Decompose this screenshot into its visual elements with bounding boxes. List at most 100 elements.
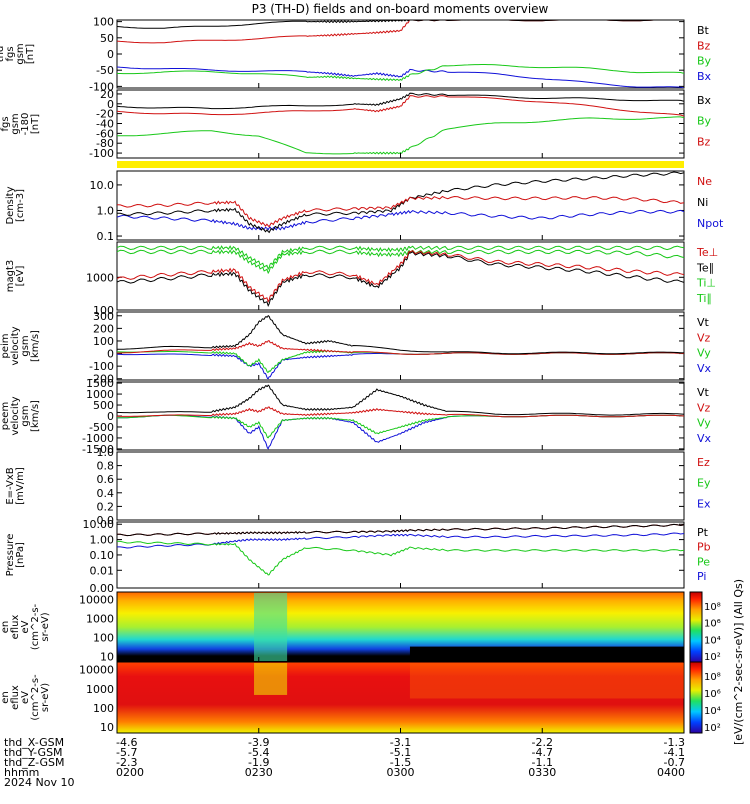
panel-temperature: 1000 100 magt3 [eV] Te⊥ Te∥ Ti⊥ Ti∥ xyxy=(5,241,718,317)
y-axis-label-line: eflux xyxy=(10,685,21,710)
y-tick-label: 0.4 xyxy=(97,487,115,500)
y-axis-label-line: eV xyxy=(20,620,31,633)
y-tick-label: -100 xyxy=(89,80,114,93)
y-axis-label-line: thd xyxy=(0,116,1,133)
y-axis-label-line: [cm-3] xyxy=(15,189,26,222)
series-line-pressure-Pt xyxy=(117,523,684,537)
y-tick-label: -80 xyxy=(96,137,114,150)
series-line-temperature-Te∥ xyxy=(117,251,684,308)
x-tick-label-X: -4.6 xyxy=(116,736,137,749)
y-tick-label: 0.10 xyxy=(90,549,115,562)
y-axis-label: E=-VxB [mV/m] xyxy=(5,467,26,505)
series-group-peem-velocity xyxy=(117,384,684,450)
y-tick-label: -1500 xyxy=(82,443,114,456)
y-axis-label-line: en xyxy=(0,691,11,704)
y-axis-label: Pressure [nPa] xyxy=(5,534,26,577)
panel-frame xyxy=(116,170,685,241)
panel-efield: 1.00.80.60.40.20.0 E=-VxB [mV/m] Ez Ey Ex xyxy=(5,446,711,527)
y-axis-label: magt3 [eV] xyxy=(5,260,26,293)
series-group-pressure xyxy=(117,523,684,576)
y-tick-label: 10000 xyxy=(79,594,114,607)
spectrogram-event-band xyxy=(254,663,288,695)
y-axis-label-line: [nPa] xyxy=(15,542,26,568)
y-axis-label-line: thd xyxy=(0,46,6,63)
y-axis-label-line: gsm xyxy=(20,335,31,356)
spectrogram-event-band xyxy=(254,593,288,661)
y-tick-label: -60 xyxy=(96,127,114,140)
spectrogram-peir xyxy=(117,592,684,662)
series-group-fgs xyxy=(117,20,684,88)
series-line-peem-velocity-Vx xyxy=(117,414,684,450)
panel-fgs: 100 50 0 -50 -100 thd fgs gsm [nT] Bt Bz By Bx xyxy=(0,16,712,94)
y-axis-label-line: -180 xyxy=(20,113,31,136)
x-tick-label-hhmm: 0200 xyxy=(116,766,144,779)
y-axis-label: thdpeirenefluxeV(cm^2-s-sr-eV) xyxy=(0,603,51,650)
x-tick-label-hhmm: 0300 xyxy=(387,766,415,779)
series-line-pressure-Pe xyxy=(117,540,684,576)
legend-pressure-Pt: Pt xyxy=(697,526,709,539)
y-tick-label: 1000 xyxy=(86,388,114,401)
y-tick-label: 0 xyxy=(107,410,114,423)
legend-fgs-shift-Bz: Bz xyxy=(697,135,711,148)
series-line-fgs-shift-By xyxy=(117,116,684,155)
legend-fgs-Bz: Bz xyxy=(697,39,711,52)
x-tick-label-Z: -0.7 xyxy=(664,756,685,769)
legend-temperature-Te∥: Te∥ xyxy=(696,261,714,274)
colorbar-strip xyxy=(689,661,703,734)
y-axis-label-line: [km/s] xyxy=(30,400,41,432)
y-axis-label-line: eV xyxy=(20,691,31,704)
y-axis-label-line: en xyxy=(0,621,11,634)
y-tick-label: 0 xyxy=(107,98,114,111)
series-line-peim-velocity-Vt xyxy=(117,314,684,355)
yellow-status-bar xyxy=(117,161,684,168)
series-line-density-Npot xyxy=(117,209,684,231)
legend-pressure-Pe: Pe xyxy=(697,555,710,568)
y-tick-label: -1000 xyxy=(82,432,114,445)
x-tick-label-Z: -1.9 xyxy=(248,756,269,769)
legend-peim-velocity-Vy: Vy xyxy=(697,347,711,360)
y-tick-label: 100 xyxy=(93,304,114,317)
legend-peim-velocity-Vx: Vx xyxy=(697,362,712,375)
x-tick-label-Z: -1.1 xyxy=(532,756,553,769)
series-line-temperature-Ti⊥ xyxy=(117,245,684,271)
y-tick-label: 0.8 xyxy=(97,460,115,473)
y-axis-label-line: magt3 xyxy=(5,260,16,293)
y-tick-label: -20 xyxy=(96,108,114,121)
y-axis-label-line: [km/s] xyxy=(30,330,41,362)
y-axis-label-line: gsm xyxy=(20,405,31,426)
x-tick-label-X: -2.2 xyxy=(532,736,553,749)
panel-frame xyxy=(116,241,685,311)
spectrogram-layer xyxy=(117,592,684,733)
y-tick-label: -40 xyxy=(96,118,114,131)
legend-efield-Ey: Ey xyxy=(697,477,711,490)
y-axis-label-line: gsm xyxy=(10,113,21,134)
y-tick-label: 100 xyxy=(93,335,114,348)
series-line-temperature-Ti∥ xyxy=(117,249,684,275)
y-tick-label: -200 xyxy=(89,373,114,386)
series-line-fgs-Bx xyxy=(117,66,684,88)
legend-fgs-Bx: Bx xyxy=(697,70,712,83)
y-axis-label-line: (cm^2-s- xyxy=(30,603,41,650)
y-tick-label: 50 xyxy=(100,32,114,45)
x-axis-row-label: hhmm xyxy=(4,766,39,779)
y-tick-label: 10 xyxy=(100,721,114,734)
y-tick-label: 10 xyxy=(100,650,114,663)
y-tick-label: 300 xyxy=(93,310,114,323)
y-tick-label: -100 xyxy=(89,147,114,160)
y-tick-label: 200 xyxy=(93,322,114,335)
y-tick-label: 10.0 xyxy=(90,179,115,192)
spectrogram-fill xyxy=(117,662,684,733)
y-axis-label-line: E=-VxB xyxy=(5,467,16,504)
colorbar-tick-label: 10⁴ xyxy=(704,706,721,717)
series-line-temperature-Te⊥ xyxy=(117,249,684,303)
x-tick-label-X: -3.1 xyxy=(390,736,411,749)
panel-pressure: 10.00 1.00 0.10 0.01 0.00 Pressure [nPa] Pt PbPe… xyxy=(5,518,711,595)
x-tick-label-Z: -1.5 xyxy=(390,756,411,769)
legend-temperature-Ti⊥: Ti⊥ xyxy=(696,277,716,290)
series-line-fgs-shift-Bx xyxy=(117,92,684,110)
series-group-fgs-shift xyxy=(117,92,684,155)
